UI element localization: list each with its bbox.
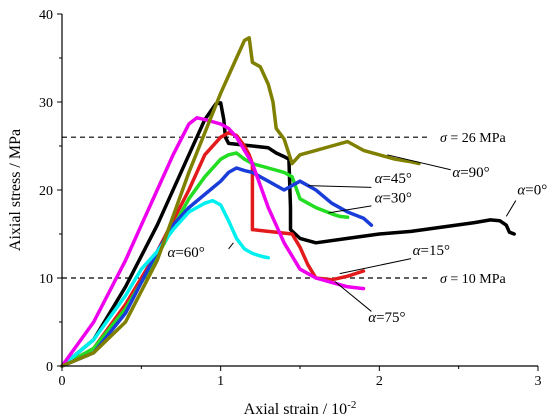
series-label-4: α=60° <box>167 245 204 261</box>
leader-line-3 <box>307 185 372 188</box>
x-tick-label: 3 <box>535 374 542 389</box>
x-tick-label: 1 <box>217 374 224 389</box>
x-axis-title-exponent: -2 <box>347 399 356 411</box>
y-tick-label: 10 <box>39 272 53 287</box>
series-label-symbol: α <box>413 243 422 259</box>
x-tick-label: 0 <box>59 374 66 389</box>
x-tick-label: 2 <box>376 374 383 389</box>
series-label-value: =0° <box>525 182 547 198</box>
x-axis-title: Axial strain / 10-2 <box>244 399 357 418</box>
series-label-value: =15° <box>421 243 450 259</box>
series-labels: α=0°α=15°α=30°α=45°α=60°α=75°α=90° <box>167 154 547 326</box>
leader-line-6 <box>387 154 451 171</box>
series-label-value: =45° <box>382 171 411 187</box>
series-label-value: =60° <box>175 245 204 261</box>
y-tick-label: 0 <box>46 360 53 375</box>
y-axis-title: Aixial stress / MPa <box>7 129 24 251</box>
series-label-2: α=30° <box>375 190 412 206</box>
leader-line-4 <box>228 242 234 250</box>
series-label-1: α=15° <box>413 243 450 259</box>
reference-value: = 10 MPa <box>447 272 507 287</box>
series-label-value: =30° <box>382 190 411 206</box>
y-tick-label: 20 <box>39 184 53 199</box>
series-label-6: α=90° <box>452 165 489 181</box>
series-label-value: =75° <box>376 310 405 326</box>
reference-line-label-26: σ = 26 MPa <box>440 131 507 146</box>
series-label-0: α=0° <box>517 182 547 198</box>
y-tick-label: 40 <box>39 8 53 23</box>
reference-value: = 26 MPa <box>447 131 507 146</box>
series-label-symbol: α <box>517 182 526 198</box>
series-label-value: =90° <box>460 165 489 181</box>
series-layer <box>60 36 516 368</box>
series-line-4 <box>60 198 271 368</box>
x-axis-title-text: Axial strain / 10 <box>244 401 348 418</box>
series-label-3: α=45° <box>375 171 412 187</box>
leader-line-2 <box>328 205 372 214</box>
series-label-symbol: α <box>452 165 461 181</box>
leader-line-0 <box>505 200 517 217</box>
reference-symbol: σ <box>440 131 448 146</box>
series-line-5 <box>60 116 366 368</box>
reference-line-label-10: σ = 10 MPa <box>440 272 507 287</box>
series-label-symbol: α <box>375 171 384 187</box>
y-tick-label: 30 <box>39 96 53 111</box>
series-label-symbol: α <box>375 190 384 206</box>
series-label-5: α=75° <box>368 310 405 326</box>
series-label-symbol: α <box>368 310 377 326</box>
series-label-symbol: α <box>167 245 176 261</box>
series-line-6 <box>60 36 421 368</box>
reference-symbol: σ <box>440 272 448 287</box>
leader-line-5 <box>334 281 372 312</box>
leader-line-1 <box>339 258 412 275</box>
